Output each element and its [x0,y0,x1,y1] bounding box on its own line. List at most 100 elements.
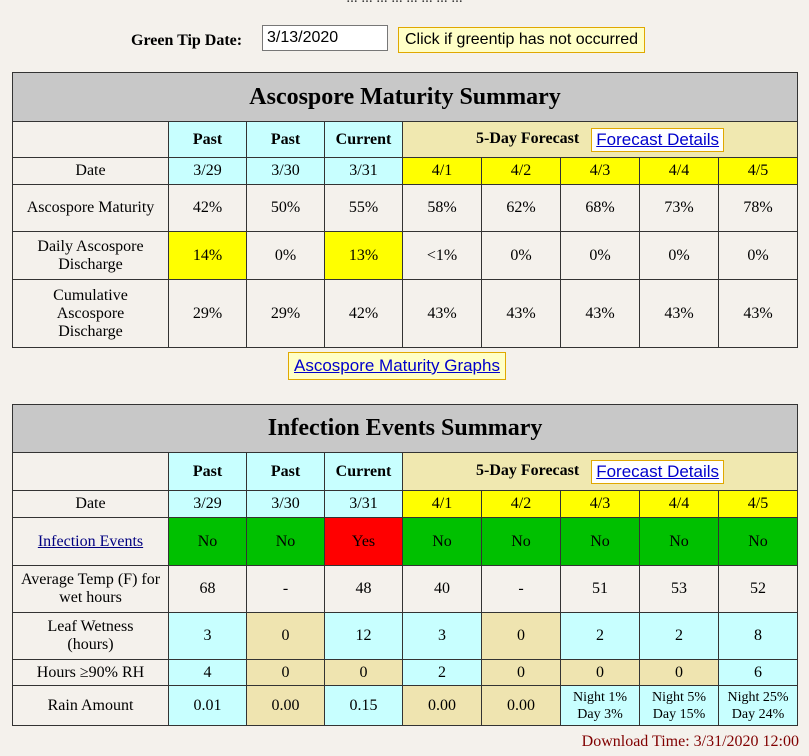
temp-cell: - [246,565,325,613]
cumulative-discharge-cell: 43% [639,279,719,348]
maturity-cell: 62% [481,184,561,232]
rh-hours-cell: 0 [324,659,403,686]
date-cell: 3/29 [168,490,247,518]
row-label-infection-events: Infection Events [12,517,169,566]
infection-event-cell: No [168,517,247,566]
rh-hours-cell: 4 [168,659,247,686]
date-cell: 4/1 [402,157,482,185]
greentip-not-occurred-button[interactable]: Click if greentip has not occurred [398,27,645,53]
row-label-rh-hours: Hours ≥90% RH [12,659,169,686]
cumulative-discharge-cell: 43% [717,279,799,348]
cumulative-discharge-cell: 29% [246,279,325,348]
leaf-wetness-cell: 0 [481,612,561,660]
maturity-cell: 50% [246,184,325,232]
leaf-wetness-cell: 8 [717,612,799,660]
forecast-header: 5-Day Forecast Forecast Details [401,121,799,158]
empty-header-cell [12,121,169,158]
row-label-average-temp: Average Temp (F) for wet hours [12,565,169,613]
truncated-top-text: ... ... ... ... ... ... ... ... [0,0,809,8]
rain-amount-cell: 0.00 [246,685,325,726]
leaf-wetness-cell: 2 [639,612,719,660]
infection-events-table: Infection Events Summary Past Past Curre… [11,404,799,726]
temp-cell: 48 [324,565,403,613]
date-cell: 4/5 [717,157,799,185]
date-cell: 3/31 [324,490,403,518]
header-current: Current [324,452,403,491]
green-tip-date-input[interactable] [262,25,388,51]
date-cell: 4/4 [639,157,719,185]
temp-cell: - [481,565,561,613]
date-cell: 3/30 [246,157,325,185]
temp-cell: 53 [639,565,719,613]
rain-amount-cell: 0.01 [168,685,247,726]
maturity-cell: 42% [168,184,247,232]
rain-night-probability: Night 5% [651,689,707,705]
cumulative-discharge-cell: 43% [560,279,640,348]
leaf-wetness-cell: 12 [324,612,403,660]
rain-amount-cell: 0.00 [481,685,561,726]
temp-cell: 51 [560,565,640,613]
ascospore-maturity-table: Ascospore Maturity Summary Past Past Cur… [11,72,799,348]
header-past-1: Past [168,121,247,158]
ascospore-maturity-graphs-link[interactable]: Ascospore Maturity Graphs [288,352,506,380]
forecast-header-label: 5-Day Forecast [475,462,580,480]
leaf-wetness-cell: 3 [168,612,247,660]
header-current: Current [324,121,403,158]
infection-event-cell: No [402,517,482,566]
daily-discharge-cell: 0% [717,231,799,280]
rh-hours-cell: 0 [639,659,719,686]
rain-amount-cell: 0.15 [324,685,403,726]
infection-event-cell: No [481,517,561,566]
infection-title: Infection Events Summary [11,404,799,453]
rain-day-probability: Day 15% [652,706,706,722]
forecast-details-link[interactable]: Forecast Details [591,459,725,484]
date-cell: 3/30 [246,490,325,518]
green-tip-label: Green Tip Date: [131,32,243,49]
date-cell: 4/1 [402,490,482,518]
rh-hours-cell: 6 [717,659,799,686]
empty-header-cell [12,452,169,491]
ascospore-title: Ascospore Maturity Summary [11,72,799,122]
daily-discharge-cell: <1% [402,231,482,280]
header-past-1: Past [168,452,247,491]
rain-probability-cell: Night 25% Day 24% [717,685,799,726]
date-cell: 3/31 [324,157,403,185]
infection-events-link[interactable]: Infection Events [37,532,144,550]
daily-discharge-cell: 0% [481,231,561,280]
maturity-cell: 55% [324,184,403,232]
cumulative-discharge-cell: 43% [402,279,482,348]
forecast-header-label: 5-Day Forecast [476,130,580,148]
leaf-wetness-cell: 0 [246,612,325,660]
leaf-wetness-cell: 2 [560,612,640,660]
cumulative-discharge-cell: 43% [481,279,561,348]
infection-event-cell: No [717,517,799,566]
row-label-rain-amount: Rain Amount [12,685,169,726]
maturity-cell: 73% [639,184,719,232]
daily-discharge-cell: 0% [560,231,640,280]
maturity-cell: 58% [402,184,482,232]
date-cell: 4/2 [481,157,561,185]
rain-probability-cell: Night 1% Day 3% [560,685,640,726]
forecast-details-link[interactable]: Forecast Details [591,127,725,152]
rh-hours-cell: 0 [560,659,640,686]
infection-event-cell: No [560,517,640,566]
rh-hours-cell: 2 [402,659,482,686]
rain-night-probability: Night 1% [572,689,628,705]
daily-discharge-cell: 0% [639,231,719,280]
rain-amount-cell: 0.00 [402,685,482,726]
temp-cell: 40 [402,565,482,613]
date-cell: 4/5 [717,490,799,518]
leaf-wetness-cell: 3 [402,612,482,660]
temp-cell: 68 [168,565,247,613]
date-cell: 4/2 [481,490,561,518]
header-past-2: Past [246,452,325,491]
daily-discharge-cell: 14% [168,231,247,280]
date-cell: 3/29 [168,157,247,185]
infection-event-cell: No [246,517,325,566]
rain-day-probability: Day 24% [731,706,785,722]
daily-discharge-cell: 13% [324,231,403,280]
rain-probability-cell: Night 5% Day 15% [639,685,719,726]
infection-event-cell: Yes [324,517,403,566]
maturity-cell: 68% [560,184,640,232]
rh-hours-cell: 0 [246,659,325,686]
